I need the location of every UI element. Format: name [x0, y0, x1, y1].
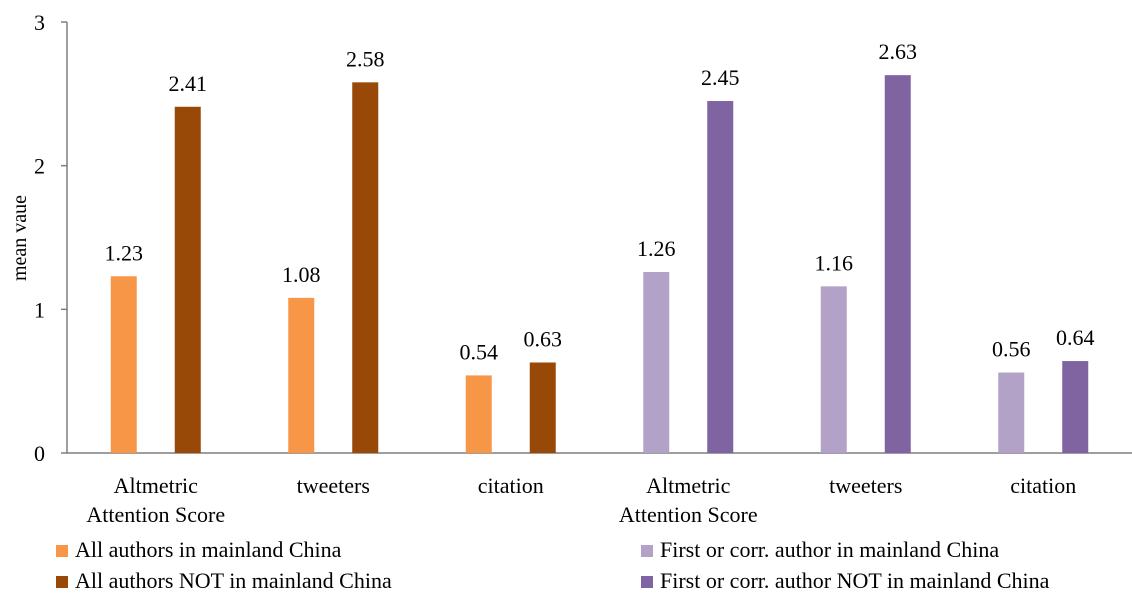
- category-label: citation: [478, 473, 544, 498]
- y-tick-label: 2: [34, 154, 45, 179]
- data-label: 1.26: [637, 236, 676, 261]
- data-label: 2.41: [169, 71, 208, 96]
- bar: [352, 82, 379, 453]
- category-label: Attention Score: [86, 502, 225, 527]
- bar: [707, 101, 734, 454]
- legend: All authors in mainland China All authors…: [56, 537, 1050, 593]
- bar: [288, 297, 315, 453]
- bar: [110, 276, 137, 453]
- data-label: 2.45: [701, 65, 740, 90]
- axes: 0 1 2 3 mean vaue: [9, 10, 1132, 466]
- legend-swatch: [641, 576, 653, 588]
- legend-label: All authors in mainland China: [75, 537, 342, 562]
- bar: [884, 75, 911, 453]
- bar: [998, 372, 1025, 453]
- category-label: tweeters: [829, 473, 902, 498]
- bar: [529, 362, 556, 453]
- y-tick-label: 0: [34, 441, 45, 466]
- category-label: tweeters: [297, 473, 370, 498]
- category-labels: Altmetric Attention Score tweeters citation…: [86, 473, 1076, 527]
- category-label: Altmetric: [646, 473, 731, 498]
- data-label: 1.08: [282, 262, 321, 287]
- data-label: 0.64: [1056, 325, 1095, 350]
- bar: [1062, 361, 1089, 453]
- legend-swatch: [56, 545, 68, 557]
- bar: [820, 286, 847, 453]
- legend-swatch: [56, 576, 68, 588]
- data-label: 1.16: [815, 250, 854, 275]
- bar: [465, 375, 492, 453]
- bar: [174, 106, 201, 453]
- data-label: 1.23: [105, 240, 144, 265]
- category-label: Altmetric: [114, 473, 199, 498]
- data-label: 2.63: [879, 39, 918, 64]
- data-label: 0.63: [524, 326, 563, 351]
- y-axis-title: mean vaue: [9, 195, 31, 281]
- data-labels: 1.23 2.41 1.08 2.58 0.54 0.63 1.26 2.45 1.16 2.63…: [105, 39, 1095, 364]
- legend-label: First or corr. author NOT in mainland Ch…: [660, 568, 1050, 593]
- legend-label: First or corr. author in mainland China: [660, 537, 999, 562]
- legend-swatch: [641, 545, 653, 557]
- bar: [643, 271, 670, 453]
- data-label: 0.54: [460, 339, 499, 364]
- data-label: 2.58: [346, 46, 385, 71]
- legend-label: All authors NOT in mainland China: [75, 568, 392, 593]
- bars: [110, 75, 1089, 454]
- data-label: 0.56: [992, 337, 1031, 362]
- category-label: citation: [1010, 473, 1076, 498]
- y-tick-label: 1: [34, 297, 45, 322]
- category-label: Attention Score: [619, 502, 758, 527]
- y-tick-label: 3: [34, 10, 45, 35]
